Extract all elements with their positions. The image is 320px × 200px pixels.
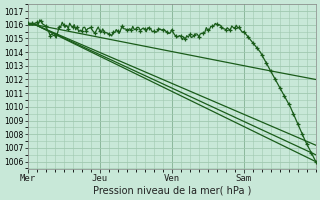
X-axis label: Pression niveau de la mer( hPa ): Pression niveau de la mer( hPa ) (92, 186, 251, 196)
